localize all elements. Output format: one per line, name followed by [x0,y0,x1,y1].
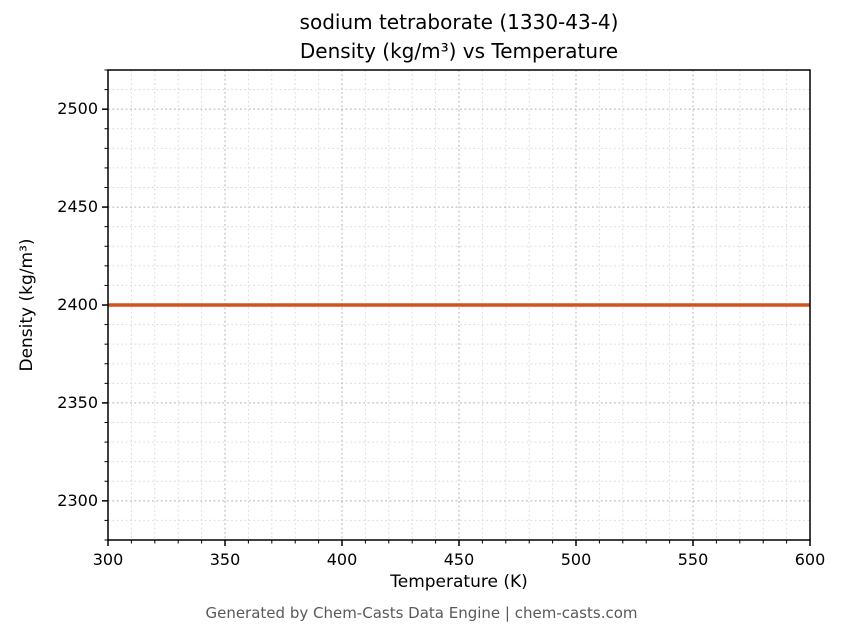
y-tick-label: 2400 [57,295,98,314]
x-tick-label: 550 [677,550,709,569]
x-tick-label: 300 [92,550,124,569]
y-tick-label: 2500 [57,99,98,119]
chart-title: sodium tetraborate (1330-43-4) Density (… [108,8,810,66]
attribution-footer: Generated by Chem-Casts Data Engine | ch… [205,604,638,622]
x-axis-label: Temperature (K) [390,572,528,592]
y-tick-label: 2350 [57,392,98,412]
plot-frame [107,69,811,541]
y-tick-label: 2300 [57,490,98,510]
chart-title-line2: Density (kg/m³) vs Temperature [299,39,619,63]
y-axis-label: Density (kg/m³) [17,238,37,372]
x-tick-label: 500 [560,550,592,569]
x-tick-label: 350 [209,550,241,569]
x-tick-label: 600 [794,550,826,569]
x-tick-label: 400 [326,550,358,569]
y-tick-label: 2450 [57,197,98,217]
x-tick-label: 450 [443,550,475,569]
chart-title-line1: sodium tetraborate (1330-43-4) [299,10,619,34]
